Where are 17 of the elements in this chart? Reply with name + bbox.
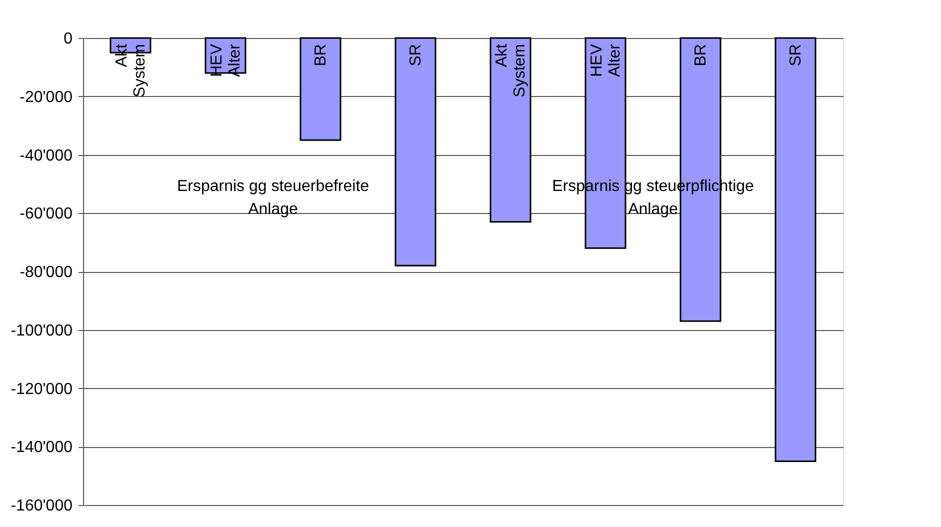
y-tick-label: -20'000 [20,88,73,106]
y-tick-label: -80'000 [20,264,73,281]
x-tick-label: BR [312,44,330,66]
x-tick-label: Akt System [494,43,528,98]
x-tick-label: HEV Alter [588,43,624,77]
x-tick-label: Akt System [114,43,148,98]
y-tick-label: 0 [64,30,73,48]
y-tick-label: -120'000 [10,380,73,398]
x-tick-label: HEV Alter [208,43,244,77]
y-tick-label: -140'000 [10,439,73,456]
y-tick-label: -60'000 [20,206,73,223]
y-tick-label: -40'000 [20,147,73,164]
y-tick-label: -160'000 [10,498,73,514]
y-tick-label: -100'000 [10,322,73,340]
x-tick-label: SR [788,44,804,66]
x-tick-label: SR [408,44,424,66]
x-tick-label: BR [692,44,710,66]
